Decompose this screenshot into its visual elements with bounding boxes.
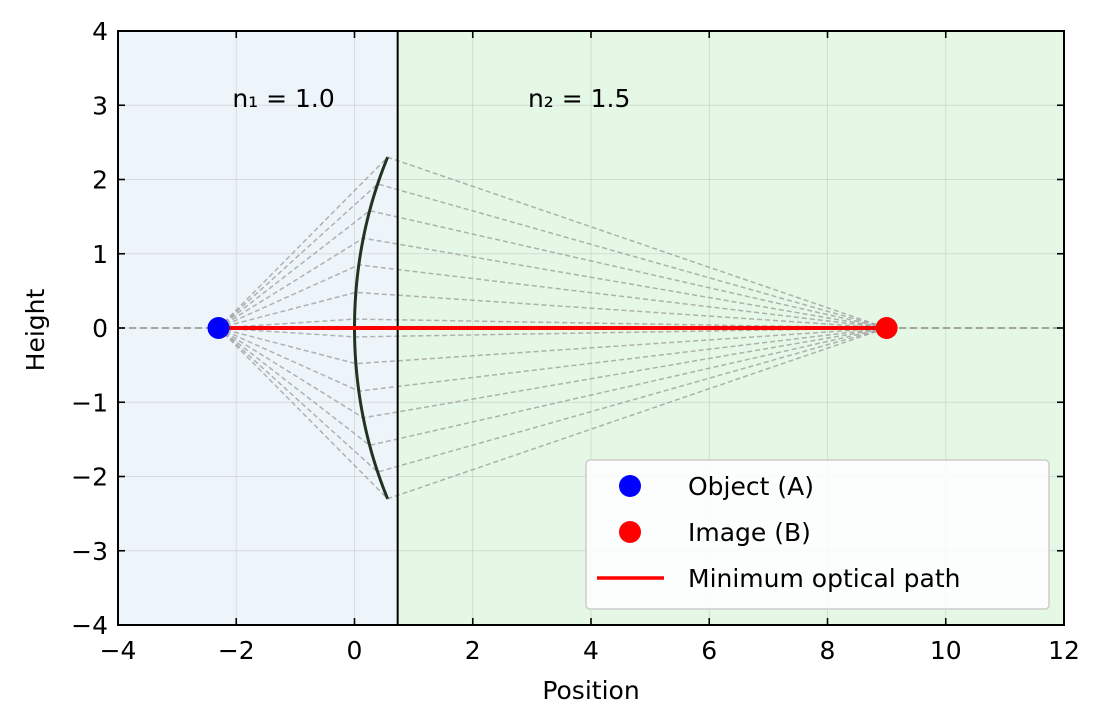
y-axis-label: Height [21, 288, 50, 371]
optical-elements [207, 31, 898, 625]
y-tick-label: 2 [92, 166, 108, 195]
y-tick-label: −1 [71, 388, 108, 417]
image-point [875, 317, 898, 339]
x-tick-label: −4 [100, 636, 137, 665]
x-tick-label: 12 [1048, 636, 1080, 665]
x-tick-label: 2 [465, 636, 481, 665]
legend: Object (A) Image (B) Minimum optical pat… [585, 459, 1050, 610]
ray-path [218, 209, 887, 329]
ray-path [218, 327, 887, 447]
medium-label-1: n₁ = 1.0 [232, 84, 334, 113]
x-tick-label: 4 [583, 636, 599, 665]
ray-path [217, 156, 887, 329]
x-tick-label: 0 [347, 636, 363, 665]
x-axis-label: Position [542, 676, 639, 705]
y-tick-label: −4 [71, 611, 108, 640]
legend-label-object: Object (A) [688, 472, 814, 501]
y-tick-label: −2 [71, 463, 108, 492]
ray-path [217, 327, 887, 500]
legend-marker-image [619, 521, 641, 543]
legend-marker-object [619, 475, 641, 497]
ray-path [218, 291, 887, 329]
legend-label-image: Image (B) [688, 518, 811, 547]
legend-box [585, 459, 1050, 610]
y-tick-label: 3 [92, 91, 108, 120]
medium-label-2: n₂ = 1.5 [528, 84, 630, 113]
x-tick-label: 6 [701, 636, 717, 665]
y-tick-label: 0 [92, 314, 108, 343]
y-tick-label: 1 [92, 240, 108, 269]
x-tick-label: 10 [930, 636, 962, 665]
x-tick-label: −2 [218, 636, 255, 665]
legend-label-min-path: Minimum optical path [688, 564, 961, 593]
y-tick-label: 4 [92, 17, 108, 46]
medium-labels: n₁ = 1.0 n₂ = 1.5 [232, 84, 630, 113]
object-point [207, 317, 230, 339]
x-tick-label: 8 [820, 636, 836, 665]
ray-path [218, 327, 887, 365]
y-tick-label: −3 [71, 537, 108, 566]
